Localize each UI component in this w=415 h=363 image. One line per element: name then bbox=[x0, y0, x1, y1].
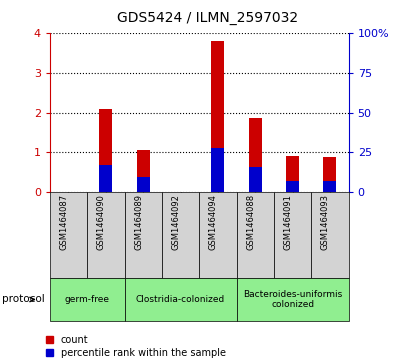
Text: GSM1464093: GSM1464093 bbox=[321, 194, 330, 250]
Text: GSM1464088: GSM1464088 bbox=[246, 194, 255, 250]
Bar bbox=[323, 157, 337, 192]
Bar bbox=[323, 181, 337, 192]
Text: Bacteroides-uniformis
colonized: Bacteroides-uniformis colonized bbox=[243, 290, 342, 309]
Bar bbox=[211, 148, 225, 192]
Bar bbox=[137, 150, 150, 192]
Bar bbox=[211, 41, 225, 192]
Bar bbox=[286, 156, 299, 192]
Legend: count, percentile rank within the sample: count, percentile rank within the sample bbox=[46, 335, 226, 358]
Text: GSM1464089: GSM1464089 bbox=[134, 194, 143, 250]
Text: GSM1464092: GSM1464092 bbox=[171, 194, 181, 250]
Bar bbox=[286, 181, 299, 192]
Text: protocol: protocol bbox=[2, 294, 45, 305]
Text: germ-free: germ-free bbox=[65, 295, 110, 304]
Bar bbox=[249, 167, 262, 192]
Bar bbox=[249, 118, 262, 192]
Text: Clostridia-colonized: Clostridia-colonized bbox=[136, 295, 225, 304]
Text: GDS5424 / ILMN_2597032: GDS5424 / ILMN_2597032 bbox=[117, 11, 298, 25]
Text: GSM1464094: GSM1464094 bbox=[209, 194, 218, 250]
Text: GSM1464091: GSM1464091 bbox=[283, 194, 293, 250]
Bar bbox=[137, 177, 150, 192]
Text: GSM1464087: GSM1464087 bbox=[59, 194, 68, 250]
Bar bbox=[99, 165, 112, 192]
Text: GSM1464090: GSM1464090 bbox=[97, 194, 106, 250]
Bar bbox=[99, 109, 112, 192]
